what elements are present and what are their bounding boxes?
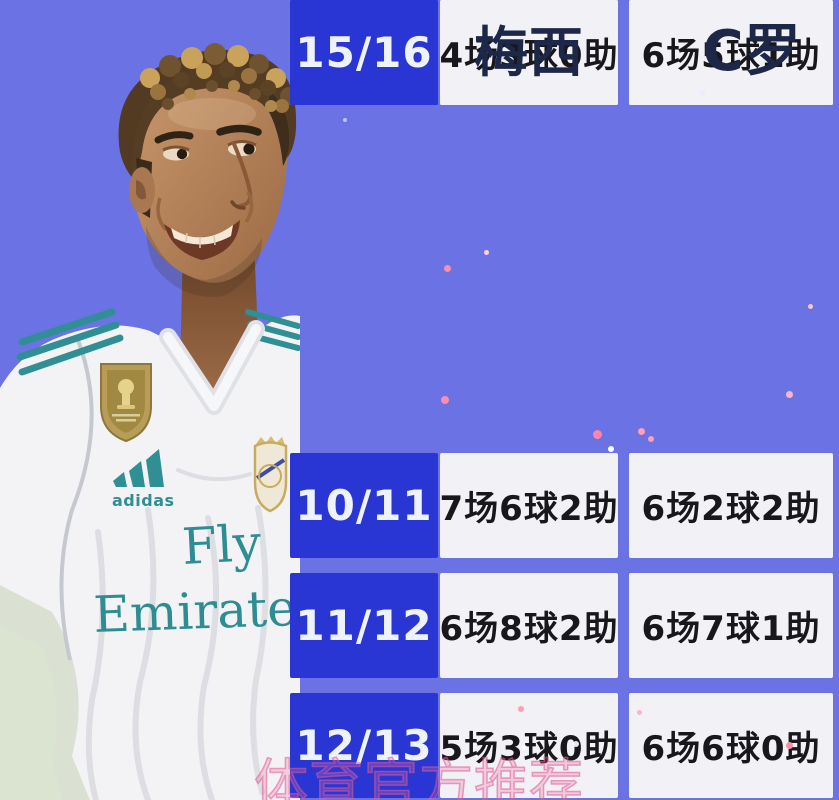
confetti-dot — [522, 745, 527, 750]
ronaldo-stat-cell: 6场7球1助 — [629, 573, 833, 678]
nose — [232, 142, 253, 208]
season-label: 10/11 — [295, 481, 433, 530]
adidas-wordmark: adidas — [112, 491, 175, 510]
messi-stat-cell: 7场6球2助 — [440, 453, 618, 558]
laugh-line-right — [244, 191, 254, 224]
messi-stat: 4场3球0助 — [439, 36, 619, 76]
ronaldo-stat-cell: 6场5球1助 — [629, 0, 833, 105]
confetti-dot — [637, 710, 642, 715]
adidas-logo: adidas — [112, 449, 175, 510]
ronaldo-stat-cell: 6场2球2助 — [629, 453, 833, 558]
confetti-dot — [518, 706, 524, 712]
confetti-dot — [638, 428, 645, 435]
laugh-line-left — [156, 197, 168, 232]
confetti-dot — [441, 396, 449, 404]
collar — [159, 320, 265, 415]
season-label: 11/12 — [295, 601, 433, 650]
head — [118, 43, 298, 297]
confetti-dot — [700, 90, 705, 95]
jersey-folds — [85, 468, 269, 800]
forehead-highlight — [168, 98, 256, 130]
season-label: 15/16 — [295, 28, 433, 77]
sleeve-seam — [59, 339, 94, 661]
messi-stat-cell: 6场8球2助 — [440, 573, 618, 678]
messi-stat: 7场6球2助 — [439, 489, 619, 529]
confetti-dot — [808, 304, 813, 309]
messi-stat-cell: 4场3球0助 — [440, 0, 618, 105]
ronaldo-stat: 6场6球0助 — [641, 729, 821, 769]
ear-inner — [136, 180, 146, 200]
confetti-dot — [786, 391, 793, 398]
confetti-dot — [593, 430, 602, 439]
column-header-ronaldo: C罗 — [702, 19, 802, 84]
ronaldo-stat: 6场7球1助 — [641, 609, 821, 649]
confetti-dot — [484, 250, 489, 255]
season-cell: 15/16 — [290, 0, 438, 105]
sponsor-fly: Fly — [181, 514, 264, 576]
column-header-messi: 梅西 — [474, 21, 584, 84]
confetti-dot — [648, 436, 654, 442]
table-row: 12/13 5场3球0助 6场6球0助 — [290, 693, 839, 798]
ronaldo-stat: 6场2球2助 — [641, 489, 821, 529]
season-label: 12/13 — [295, 721, 433, 770]
nostril — [230, 200, 246, 210]
real-madrid-crest — [253, 436, 288, 513]
watermark: 体育官方推荐 — [253, 752, 584, 800]
confetti-dot — [786, 742, 793, 749]
table-row: 15/16 4场3球0助 6场5球1助 — [290, 0, 839, 105]
messi-stat: 6场8球2助 — [439, 609, 619, 649]
confetti-dot — [608, 446, 614, 452]
left-eyebrow — [154, 131, 194, 144]
hair-curls — [140, 43, 298, 113]
photo-blur-patch — [0, 585, 90, 800]
fifa-badge — [100, 363, 152, 443]
table-row: 10/11 7场6球2助 6场2球2助 — [290, 453, 839, 558]
teeth-lines — [185, 232, 216, 248]
ronaldo-photo-svg: adidas Fly Emirates — [0, 43, 323, 800]
confetti-dot — [573, 741, 579, 747]
right-eyebrow — [216, 124, 262, 136]
ronaldo-stat: 6场5球1助 — [641, 36, 821, 76]
table-row: 11/12 6场8球2助 6场7球1助 — [290, 573, 839, 678]
ronaldo-photo: adidas Fly Emirates — [0, 40, 323, 800]
messi-stat: 5场3球0助 — [439, 729, 619, 769]
season-cell: 12/13 — [290, 693, 438, 798]
season-cell: 10/11 — [290, 453, 438, 558]
sponsor-emirates: Emirates — [92, 578, 300, 644]
confetti-dot — [343, 118, 347, 122]
confetti-dot — [444, 265, 451, 272]
ronaldo-stat-cell: 6场6球0助 — [629, 693, 833, 798]
stubble-shadow — [146, 226, 262, 297]
messi-stat-cell: 5场3球0助 — [440, 693, 618, 798]
season-cell: 11/12 — [290, 573, 438, 678]
